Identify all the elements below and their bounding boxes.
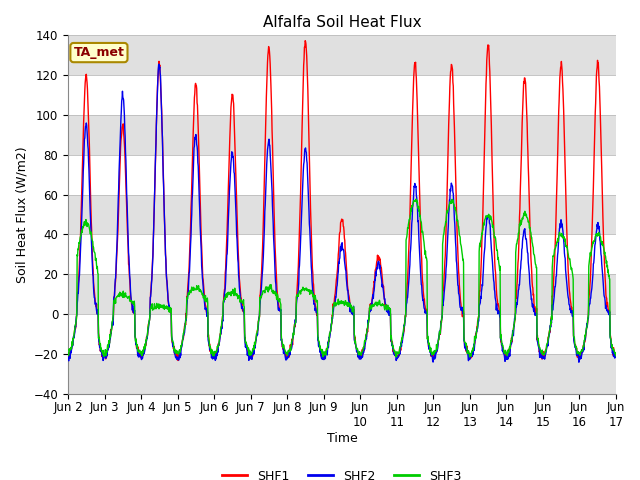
Title: Alfalfa Soil Heat Flux: Alfalfa Soil Heat Flux — [262, 15, 421, 30]
SHF1 — [612, 352, 620, 358]
SHF3 — [466, 354, 474, 360]
Y-axis label: Soil Heat Flux (W/m2): Soil Heat Flux (W/m2) — [15, 146, 28, 283]
Bar — [68, 274, 616, 314]
SHF1 — [548, 315, 556, 321]
SHF1 — [64, 350, 72, 356]
SHF1 — [301, 38, 309, 44]
SHF2 — [248, 354, 255, 360]
SHF3 — [499, 344, 507, 350]
SHF2 — [173, 357, 180, 362]
Line: SHF1: SHF1 — [68, 41, 616, 360]
SHF3 — [428, 350, 435, 356]
SHF3 — [247, 352, 255, 358]
SHF2 — [428, 353, 435, 359]
SHF1 — [499, 345, 507, 350]
SHF1 — [428, 351, 435, 357]
Text: TA_met: TA_met — [74, 46, 124, 59]
SHF3 — [173, 350, 180, 356]
SHF3 — [186, 288, 194, 294]
Bar — [68, 194, 616, 234]
SHF2 — [499, 346, 507, 351]
Line: SHF2: SHF2 — [68, 64, 616, 362]
SHF1 — [248, 353, 255, 359]
Bar — [68, 354, 616, 394]
Bar — [68, 115, 616, 155]
SHF2 — [612, 353, 620, 359]
SHF2 — [186, 251, 194, 256]
SHF2 — [575, 360, 583, 365]
X-axis label: Time: Time — [326, 432, 357, 445]
Bar — [68, 36, 616, 75]
SHF1 — [186, 232, 194, 238]
SHF2 — [547, 317, 555, 323]
SHF1 — [173, 352, 180, 358]
SHF3 — [412, 196, 420, 202]
SHF1 — [174, 358, 182, 363]
SHF3 — [612, 353, 620, 359]
Legend: SHF1, SHF2, SHF3: SHF1, SHF2, SHF3 — [217, 465, 467, 480]
SHF2 — [64, 355, 72, 360]
SHF3 — [64, 350, 72, 356]
SHF2 — [155, 61, 163, 67]
SHF3 — [548, 313, 556, 319]
Line: SHF3: SHF3 — [68, 199, 616, 357]
